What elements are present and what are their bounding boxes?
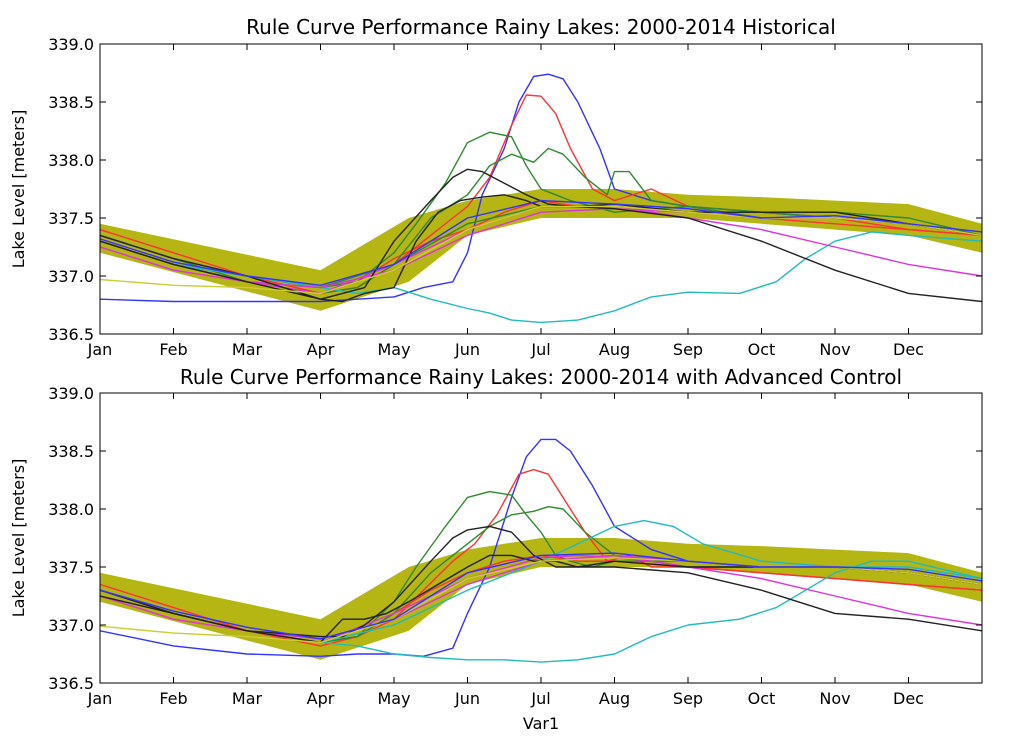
y-tick-label: 337.5 — [48, 558, 94, 577]
x-tick-label: Jan — [87, 689, 113, 708]
y-axis-label: Lake Level [meters] — [9, 110, 28, 269]
rule-curve-band — [100, 538, 982, 660]
y-tick-label: 337.5 — [48, 209, 94, 228]
x-tick-label: Aug — [599, 340, 630, 359]
chart-title: Rule Curve Performance Rainy Lakes: 2000… — [246, 15, 836, 39]
chart-historical: Rule Curve Performance Rainy Lakes: 2000… — [9, 15, 983, 359]
y-tick-label: 338.0 — [48, 151, 94, 170]
y-tick-label: 339.0 — [48, 35, 94, 54]
series-line-6 — [100, 231, 982, 324]
x-tick-label: Jan — [87, 340, 113, 359]
x-tick-label: Mar — [232, 340, 263, 359]
series-line-5 — [100, 560, 982, 663]
series-line-4 — [100, 147, 982, 295]
plot-area — [100, 73, 982, 324]
x-axis-label: Var1 — [523, 714, 559, 733]
x-tick-label: Jun — [454, 689, 480, 708]
y-tick-label: 336.5 — [48, 674, 94, 693]
series-line-10 — [100, 554, 982, 644]
x-tick-label: May — [377, 340, 410, 359]
x-tick-label: Oct — [748, 689, 776, 708]
x-tick-label: Jul — [530, 689, 550, 708]
series-line-12 — [100, 199, 982, 286]
series-line-11 — [100, 205, 982, 295]
x-tick-label: Nov — [819, 689, 850, 708]
series-line-10 — [100, 194, 982, 303]
y-axis: 336.5 337.0 337.5 338.0 338.5 339.0 — [48, 35, 982, 344]
x-tick-label: May — [377, 689, 410, 708]
y-axis-label: Lake Level [meters] — [9, 459, 28, 618]
series-line-12 — [100, 552, 982, 640]
y-tick-label: 338.5 — [48, 93, 94, 112]
x-tick-label: Sep — [673, 340, 703, 359]
series-line-3 — [100, 131, 982, 289]
x-tick-label: Apr — [307, 689, 335, 708]
y-tick-label: 338.0 — [48, 500, 94, 519]
x-axis: Jan Feb Mar Apr May Jun Jul Aug Sep Oct Nov Dec — [87, 44, 924, 359]
x-tick-label: Aug — [599, 689, 630, 708]
y-tick-label: 338.5 — [48, 442, 94, 461]
x-tick-label: Feb — [159, 689, 187, 708]
y-tick-label: 339.0 — [48, 384, 94, 403]
plot-area — [100, 438, 982, 663]
x-tick-label: Oct — [748, 340, 776, 359]
series-line-2 — [100, 199, 982, 295]
x-tick-label: Sep — [673, 689, 703, 708]
x-tick-label: Dec — [893, 689, 924, 708]
y-tick-label: 337.0 — [48, 267, 94, 286]
y-tick-label: 336.5 — [48, 325, 94, 344]
x-tick-label: Nov — [819, 340, 850, 359]
x-tick-label: Mar — [232, 689, 263, 708]
chart-advanced-control: Rule Curve Performance Rainy Lakes: 2000… — [9, 365, 983, 733]
x-tick-label: Jul — [530, 340, 550, 359]
x-tick-label: Feb — [159, 340, 187, 359]
series-line-9 — [100, 168, 982, 303]
y-tick-label: 337.0 — [48, 616, 94, 635]
x-tick-label: Apr — [307, 340, 335, 359]
y-axis: 336.5 337.0 337.5 338.0 338.5 339.0 — [48, 384, 982, 693]
x-tick-label: Jun — [454, 340, 480, 359]
rule-curve-band — [100, 189, 982, 311]
x-axis: Jan Feb Mar Apr May Jun Jul Aug Sep Oct Nov Dec — [87, 393, 924, 708]
x-tick-label: Dec — [893, 340, 924, 359]
chart-title: Rule Curve Performance Rainy Lakes: 2000… — [180, 365, 902, 389]
